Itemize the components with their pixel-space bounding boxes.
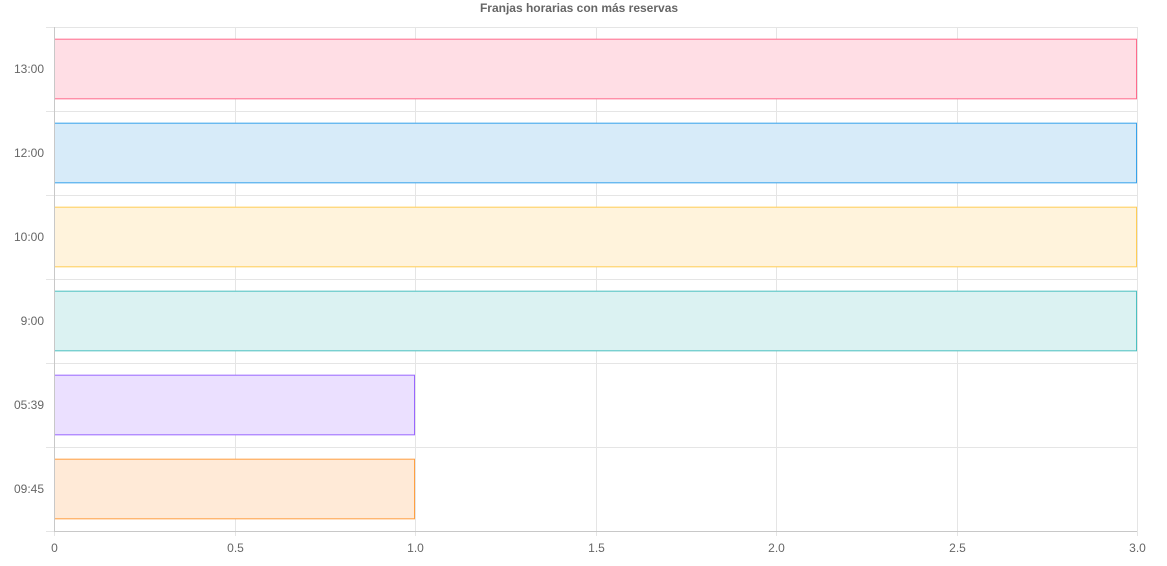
bar-09-45[interactable] <box>54 458 415 520</box>
x-tick-label: 0 <box>51 541 58 555</box>
x-tick-label: 3.0 <box>1129 541 1146 555</box>
x-tick-label: 2.0 <box>768 541 785 555</box>
y-tick-label: 09:45 <box>14 482 44 496</box>
chart-title: Franjas horarias con más reservas <box>479 1 679 15</box>
y-tick-label: 13:00 <box>14 62 44 76</box>
x-tick-label: 0.5 <box>227 541 244 555</box>
tick-labels: 0 0.5 1.0 1.5 2.0 2.5 3.0 13:00 12:00 10:00 9:00 05… <box>14 62 1146 555</box>
x-tick-label: 2.5 <box>949 541 966 555</box>
bar-13-00[interactable] <box>54 38 1137 100</box>
bar-12-00[interactable] <box>54 122 1137 184</box>
bars <box>54 38 1137 520</box>
bar-9-00[interactable] <box>54 290 1137 352</box>
grid-lines <box>46 27 1138 536</box>
y-tick-label: 10:00 <box>14 230 44 244</box>
bar-10-00[interactable] <box>54 206 1137 268</box>
y-tick-label: 12:00 <box>14 146 44 160</box>
bar-05-39[interactable] <box>54 374 415 436</box>
y-tick-label: 05:39 <box>14 398 44 412</box>
y-tick-label: 9:00 <box>21 314 45 328</box>
x-tick-label: 1.0 <box>407 541 424 555</box>
x-tick-label: 1.5 <box>588 541 605 555</box>
axes <box>54 27 1137 532</box>
